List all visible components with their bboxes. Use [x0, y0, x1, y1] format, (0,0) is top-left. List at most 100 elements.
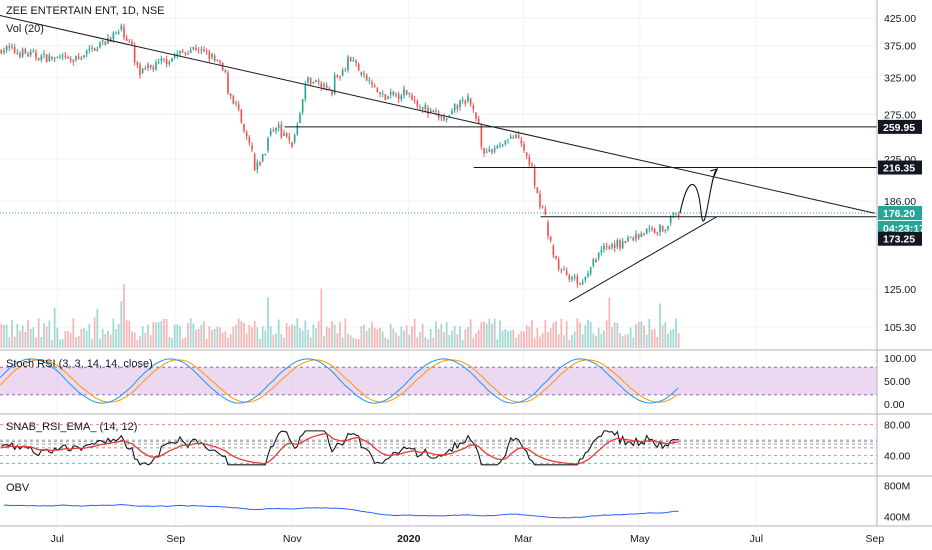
candle-body: [48, 55, 51, 61]
candle-body: [67, 56, 69, 59]
volume-bar: [24, 331, 27, 348]
candle-body: [205, 51, 208, 53]
candle-body: [195, 47, 197, 50]
volume-bar: [565, 321, 568, 348]
candle-body: [208, 51, 211, 59]
candle-body: [5, 46, 8, 51]
candle-body: [35, 52, 37, 58]
indicators: [0, 358, 877, 519]
candle-body: [587, 273, 589, 277]
volume-bar: [600, 333, 603, 348]
volume-bar: [123, 284, 125, 348]
candle-body: [16, 52, 19, 54]
volume-bar: [272, 334, 275, 348]
time-axis[interactable]: Jul Sep Nov 2020 Mar May Jul Sep: [51, 533, 885, 545]
volume-bar: [379, 327, 381, 348]
stoch-k-line: [0, 358, 679, 404]
volume-bar: [232, 326, 235, 348]
volume-bar: [573, 331, 576, 348]
candle-body: [555, 256, 557, 259]
candle-body: [547, 222, 549, 237]
volume-bar: [299, 328, 301, 348]
volume-bar: [493, 318, 496, 348]
volume-bar: [616, 323, 619, 348]
candle-body: [336, 75, 339, 77]
candle-body: [571, 277, 573, 280]
candle-body: [80, 58, 83, 60]
candle-body: [595, 259, 597, 263]
volume-bar: [307, 329, 309, 348]
candle-body: [323, 84, 325, 87]
candle-body: [611, 244, 613, 248]
level-tag-173-text: 173.25: [883, 234, 915, 246]
candle-body: [539, 193, 541, 208]
volume-bar: [509, 330, 512, 348]
volume-bar: [363, 324, 365, 348]
volume-bar: [56, 327, 59, 348]
candle-body: [235, 102, 237, 104]
candle-body: [461, 99, 464, 101]
candle-body: [659, 224, 661, 233]
volume-bar: [288, 326, 291, 348]
volume-bar: [101, 328, 104, 348]
candle-body: [384, 94, 387, 101]
candle-body: [144, 68, 147, 70]
candle-body: [125, 37, 128, 41]
candle-body: [621, 240, 624, 249]
volume-bar: [437, 328, 440, 348]
candle-body: [541, 207, 544, 209]
volume-bar: [341, 337, 344, 348]
candle-body: [661, 226, 664, 232]
volume-bar: [621, 336, 624, 348]
volume-bar: [635, 324, 637, 348]
volume-bar: [235, 324, 237, 348]
snab-rsi-label: SNAB_RSI_EMA_ (14, 12): [6, 421, 137, 433]
candle-body: [440, 116, 443, 118]
candle-body: [557, 259, 560, 270]
volume-bar: [411, 326, 413, 348]
candle-body: [640, 233, 643, 237]
candle-body: [523, 144, 525, 151]
level-tag-259-text: 259.95: [883, 122, 915, 134]
volume-bar: [243, 322, 245, 348]
candle-body: [379, 92, 381, 95]
candle-body: [443, 116, 445, 121]
volume-bar: [133, 332, 136, 348]
candle-body: [211, 53, 213, 58]
volume-bar: [669, 330, 672, 348]
volume-bar: [659, 303, 661, 348]
volume-bar: [264, 330, 267, 348]
candle-body: [176, 53, 179, 55]
level-tag-259: [878, 119, 922, 134]
volume-bar: [339, 321, 341, 348]
volume-bar: [440, 323, 443, 348]
candle-body: [109, 37, 112, 42]
volume-bar: [571, 334, 573, 348]
rsi-tick-label: 40.00: [884, 451, 910, 463]
volume-bar: [331, 321, 333, 348]
candle-body: [229, 93, 232, 96]
time-tick-label: Sep: [865, 533, 884, 545]
candle-body: [467, 96, 469, 102]
volume-bar: [179, 325, 181, 348]
price-axis[interactable]: 425.00375.00325.00275.00225.00186.00125.…: [884, 13, 916, 523]
volume-bar: [368, 328, 371, 348]
candle-body: [259, 162, 261, 165]
candle-body: [299, 113, 301, 124]
volume-bar: [280, 333, 283, 348]
candle-body: [421, 107, 424, 110]
candle-body: [157, 62, 160, 64]
candle-body: [648, 228, 651, 230]
candle-body: [512, 137, 515, 139]
candle-body: [203, 49, 205, 52]
volume-bar: [645, 334, 648, 348]
volume-bar: [197, 329, 200, 348]
volume-bar: [533, 338, 536, 348]
volume-bar: [144, 332, 147, 348]
candle-body: [131, 41, 133, 45]
volume-bar: [163, 318, 165, 348]
candle-body: [403, 88, 405, 96]
level-tag-173: [878, 231, 922, 246]
candle-body: [165, 59, 168, 65]
